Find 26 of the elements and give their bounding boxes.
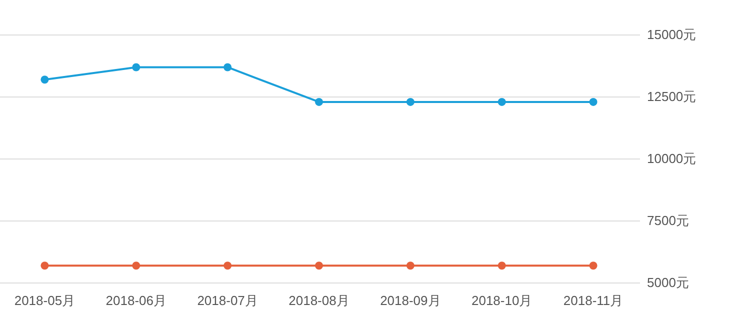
y-tick-label: 7500元 [647,213,689,228]
point [40,262,49,270]
point [589,98,598,106]
x-tick-label: 2018-07月 [197,293,258,308]
point [498,98,506,106]
point [498,262,506,270]
point [406,98,414,106]
point [132,63,140,72]
point [224,262,232,270]
x-tick-label: 2018-08月 [288,293,350,308]
x-tick-label: 2018-09月 [380,293,441,308]
point [589,262,598,270]
y-tick-label: 12500元 [647,89,696,104]
x-tick-label: 2018-05月 [14,293,76,308]
y-tick-label: 10000元 [647,151,696,166]
y-tick-label: 5000元 [647,275,689,290]
point [406,262,414,270]
x-tick-label: 2018-10月 [472,293,532,308]
point [224,63,232,72]
point [132,262,140,270]
x-tick-label: 2018-06月 [106,293,166,308]
y-tick-label: 15000元 [647,27,696,42]
point [315,262,323,270]
x-tick-label: 2018-11月 [563,293,624,308]
point [315,98,323,106]
point [40,76,49,84]
